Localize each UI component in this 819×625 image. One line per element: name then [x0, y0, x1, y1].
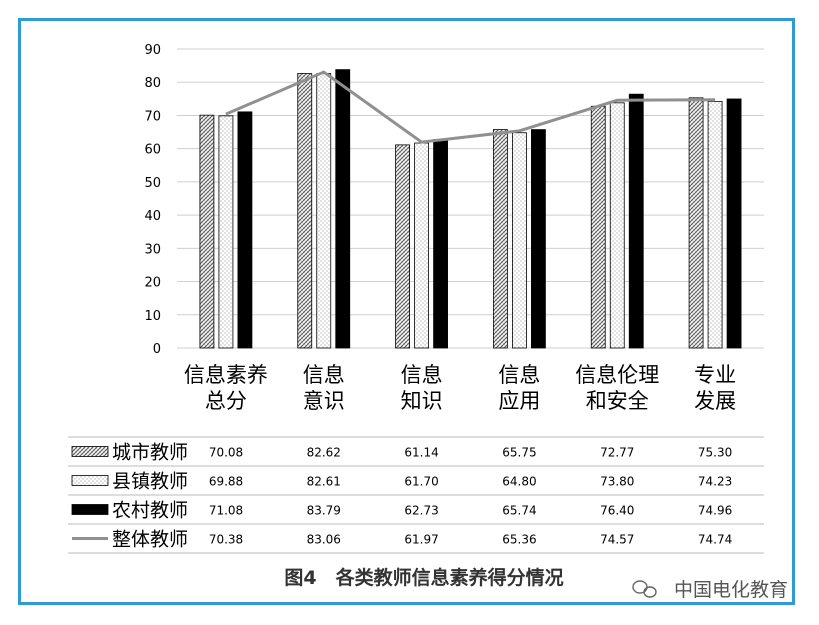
table-cell: 61.70: [404, 475, 438, 489]
y-tick-label: 90: [144, 43, 161, 58]
bar: [493, 129, 508, 349]
overall-line: [225, 70, 716, 144]
table-cell: 71.08: [209, 504, 243, 518]
legend-label: 城市教师: [112, 442, 188, 464]
figure-caption: 图4 各类教师信息素养得分情况: [284, 566, 563, 589]
category-label: 发展: [694, 389, 736, 413]
table-cell: 65.75: [502, 446, 536, 460]
category-label: 和安全: [586, 389, 649, 413]
table-cell: 62.73: [404, 504, 438, 518]
data-table: 城市教师 70.08 82.62 61.14 65.75 72.77 75.30 县镇教师 69…: [68, 436, 764, 554]
y-tick-label: 50: [144, 176, 161, 191]
y-tick-label: 60: [144, 143, 161, 158]
bars: [199, 69, 742, 349]
category-label: 应用: [498, 389, 540, 413]
category-label: 意识: [303, 389, 345, 413]
table-cell: 61.14: [404, 446, 438, 460]
table-cell: 64.80: [502, 475, 536, 489]
table-cell: 61.97: [404, 533, 438, 547]
category-label: 信息素养: [184, 363, 268, 387]
bar: [335, 69, 351, 349]
table-cell: 76.40: [600, 504, 634, 518]
table-cell: 83.79: [307, 504, 341, 518]
y-tick-label: 20: [144, 276, 161, 291]
table-cell: 70.08: [209, 446, 243, 460]
y-tick-label: 80: [144, 76, 161, 91]
category-label: 信息: [401, 363, 443, 387]
legend-label: 农村教师: [112, 500, 188, 522]
series-line: [225, 70, 716, 144]
legend-label: 整体教师: [112, 529, 188, 551]
bar: [531, 129, 546, 349]
category-label: 知识: [401, 389, 443, 413]
table-cell: 83.06: [307, 533, 341, 547]
bar: [726, 98, 742, 349]
bar: [218, 115, 234, 349]
table-cell: 69.88: [209, 475, 243, 489]
category-label: 信息伦理: [575, 363, 659, 387]
watermark: 中国电化教育: [632, 579, 788, 601]
table-cell: 82.61: [307, 475, 341, 489]
legend-key: [71, 504, 109, 515]
chart-frame: [18, 18, 795, 605]
y-tick-label: 40: [144, 209, 161, 224]
gridlines: [177, 48, 764, 349]
table-cell: 74.57: [600, 533, 634, 547]
bar: [199, 114, 215, 349]
watermark-text: 中国电化教育: [674, 579, 788, 601]
y-tick-label: 10: [144, 309, 161, 324]
category-label: 总分: [205, 389, 247, 413]
bar: [512, 132, 527, 349]
bar: [414, 142, 429, 349]
bar: [688, 97, 704, 349]
legend-label: 县镇教师: [112, 471, 188, 493]
bar: [707, 100, 723, 349]
table-cell: 74.74: [698, 533, 732, 547]
bar: [395, 144, 410, 349]
table-cell: 65.36: [502, 533, 536, 547]
y-axis: 0 10 20 30 40 50 60 70 80 90: [144, 43, 161, 357]
category-label: 信息: [303, 363, 345, 387]
table-cell: 70.38: [209, 533, 243, 547]
legend-key: [71, 475, 109, 486]
bar: [237, 111, 253, 349]
bar: [316, 73, 332, 349]
y-tick-label: 0: [153, 342, 161, 357]
table-cell: 65.74: [502, 504, 536, 518]
table-cell: 75.30: [698, 446, 732, 460]
table-cell: 74.23: [698, 475, 732, 489]
table-cell: 74.96: [698, 504, 732, 518]
bar: [609, 102, 625, 349]
table-cell: 82.62: [307, 446, 341, 460]
table-cell: 73.80: [600, 475, 634, 489]
y-tick-label: 30: [144, 242, 161, 257]
table-cell: 72.77: [600, 446, 634, 460]
bar: [433, 139, 448, 349]
bar: [590, 105, 606, 349]
category-label: 专业: [694, 363, 736, 387]
y-tick-label: 70: [144, 109, 161, 124]
category-label: 信息: [498, 363, 540, 387]
bar: [297, 73, 313, 349]
bar: [628, 93, 644, 349]
wechat-icon: [632, 580, 657, 598]
legend-key: [71, 446, 109, 457]
